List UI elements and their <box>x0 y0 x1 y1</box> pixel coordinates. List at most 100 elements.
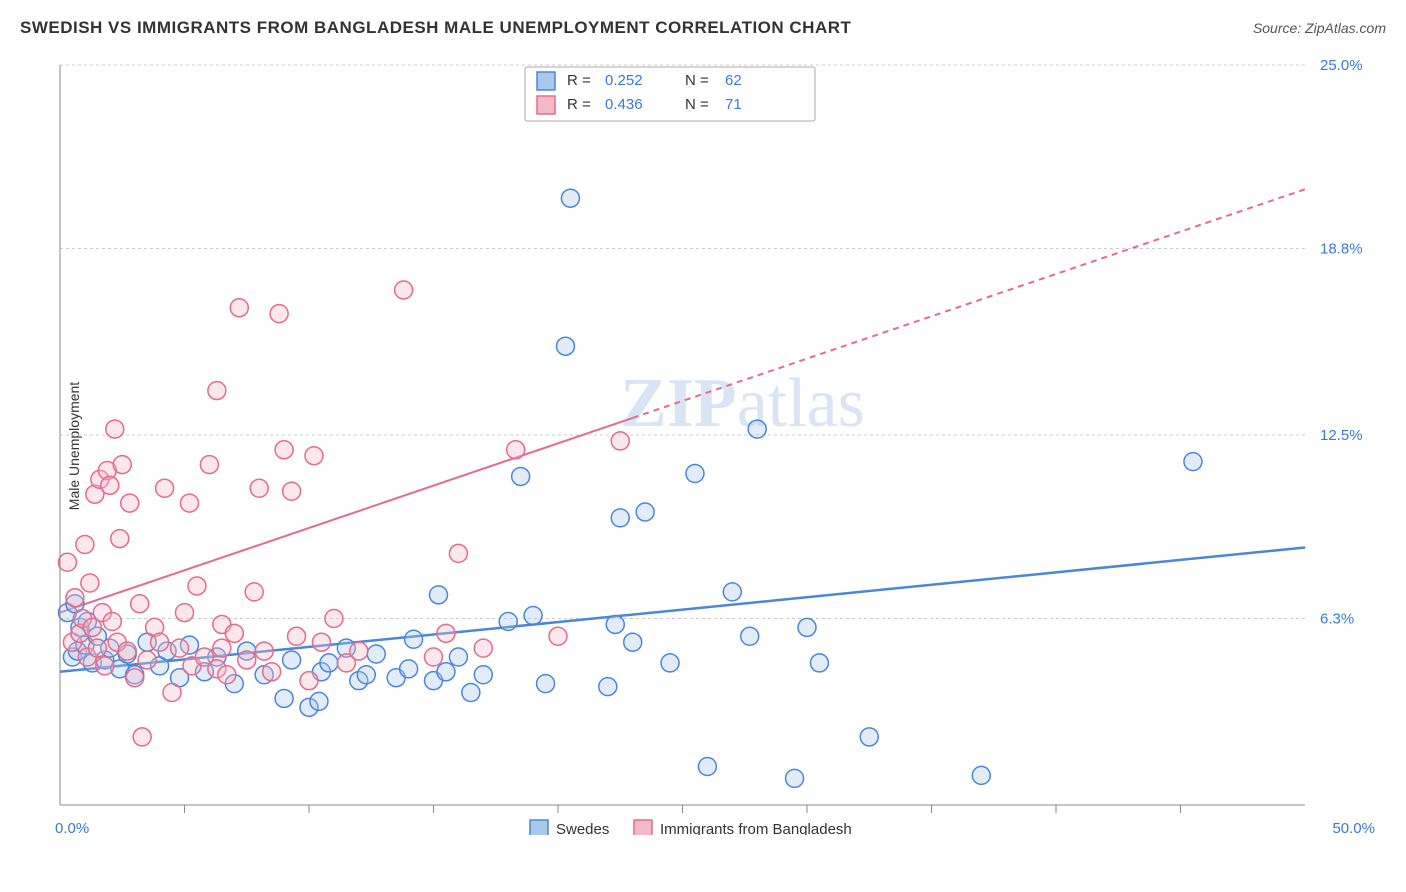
data-point <box>263 663 281 681</box>
data-point <box>325 610 343 628</box>
data-point <box>96 657 114 675</box>
data-point <box>556 337 574 355</box>
data-point <box>1184 453 1202 471</box>
legend-n-value: 71 <box>725 96 742 113</box>
data-point <box>88 639 106 657</box>
data-point <box>113 456 131 474</box>
data-point <box>661 654 679 672</box>
y-grid-label: 18.8% <box>1320 241 1363 258</box>
data-point <box>449 544 467 562</box>
data-point <box>798 618 816 636</box>
data-point <box>163 684 181 702</box>
data-point <box>270 305 288 323</box>
data-point <box>131 595 149 613</box>
data-point <box>58 553 76 571</box>
data-point <box>972 766 990 784</box>
data-point <box>561 189 579 207</box>
legend-r-label: R = <box>567 96 591 113</box>
data-point <box>449 648 467 666</box>
data-point <box>429 586 447 604</box>
data-point <box>741 627 759 645</box>
data-point <box>230 299 248 317</box>
legend-n-value: 62 <box>725 72 742 89</box>
trend-line-dashed <box>633 189 1305 418</box>
chart-title: SWEDISH VS IMMIGRANTS FROM BANGLADESH MA… <box>20 18 851 38</box>
legend-r-value: 0.436 <box>605 96 643 113</box>
legend-swatch <box>537 96 555 114</box>
data-point <box>312 633 330 651</box>
data-point <box>624 633 642 651</box>
data-point <box>255 642 273 660</box>
y-grid-label: 6.3% <box>1320 611 1354 628</box>
data-point <box>118 642 136 660</box>
legend-r-value: 0.252 <box>605 72 643 89</box>
data-point <box>723 583 741 601</box>
data-point <box>786 769 804 787</box>
data-point <box>437 624 455 642</box>
data-point <box>810 654 828 672</box>
data-point <box>474 666 492 684</box>
legend-label: Immigrants from Bangladesh <box>660 821 852 835</box>
data-point <box>462 684 480 702</box>
data-point <box>81 574 99 592</box>
data-point <box>126 669 144 687</box>
data-point <box>512 467 530 485</box>
data-point <box>283 651 301 669</box>
x-axis-min-label: 0.0% <box>55 820 89 835</box>
chart-area: 6.3%12.5%18.8%25.0%ZIPatlas0.0%50.0%Swed… <box>50 55 1380 835</box>
chart-header: SWEDISH VS IMMIGRANTS FROM BANGLADESH MA… <box>20 18 1386 38</box>
data-point <box>611 509 629 527</box>
data-point <box>499 612 517 630</box>
data-point <box>748 420 766 438</box>
chart-source: Source: ZipAtlas.com <box>1253 20 1386 36</box>
data-point <box>151 633 169 651</box>
data-point <box>507 441 525 459</box>
data-point <box>320 654 338 672</box>
data-point <box>474 639 492 657</box>
data-point <box>213 639 231 657</box>
x-axis-max-label: 50.0% <box>1332 820 1375 835</box>
data-point <box>176 604 194 622</box>
data-point <box>350 642 368 660</box>
data-point <box>606 615 624 633</box>
y-grid-label: 12.5% <box>1320 427 1363 444</box>
data-point <box>400 660 418 678</box>
data-point <box>76 536 94 554</box>
data-point <box>138 651 156 669</box>
legend-swatch <box>537 72 555 90</box>
data-point <box>300 672 318 690</box>
data-point <box>208 382 226 400</box>
data-point <box>611 432 629 450</box>
data-point <box>283 482 301 500</box>
data-point <box>305 447 323 465</box>
data-point <box>171 639 189 657</box>
legend-n-label: N = <box>685 96 709 113</box>
watermark-text: ZIPatlas <box>620 365 865 442</box>
data-point <box>188 577 206 595</box>
legend-swatch <box>634 820 652 835</box>
data-point <box>310 692 328 710</box>
data-point <box>225 624 243 642</box>
legend-r-label: R = <box>567 72 591 89</box>
data-point <box>636 503 654 521</box>
data-point <box>425 648 443 666</box>
data-point <box>860 728 878 746</box>
data-point <box>200 456 218 474</box>
data-point <box>238 651 256 669</box>
legend-swatch <box>530 820 548 835</box>
legend-label: Swedes <box>556 821 609 835</box>
data-point <box>524 607 542 625</box>
data-point <box>121 494 139 512</box>
data-point <box>288 627 306 645</box>
data-point <box>103 612 121 630</box>
data-point <box>698 758 716 776</box>
data-point <box>686 464 704 482</box>
data-point <box>275 441 293 459</box>
data-point <box>405 630 423 648</box>
data-point <box>66 589 84 607</box>
data-point <box>180 494 198 512</box>
data-point <box>437 663 455 681</box>
data-point <box>106 420 124 438</box>
data-point <box>275 689 293 707</box>
data-point <box>395 281 413 299</box>
